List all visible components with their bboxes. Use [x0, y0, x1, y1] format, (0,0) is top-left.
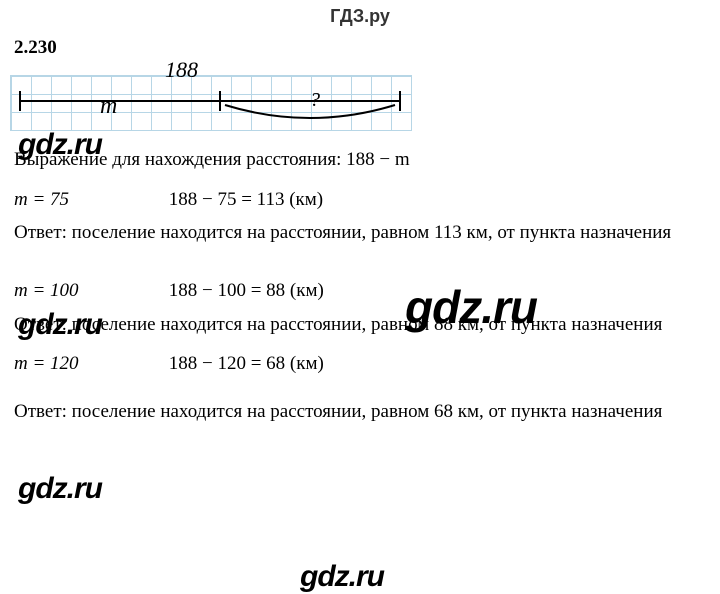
site-header: ГДЗ.ру [0, 0, 720, 27]
expression: 188 − m [346, 149, 410, 170]
case-2-answer: Ответ: поселение находится на расстоянии… [14, 312, 700, 338]
case-2-line: m = 100 188 − 100 = 88 (км) [14, 278, 700, 304]
watermark: gdz.ru [300, 560, 384, 594]
case-1-answer: Ответ: поселение находится на расстоянии… [14, 220, 700, 246]
case-3-calc: 188 − 120 = 68 (км) [169, 351, 324, 377]
diagram-svg [10, 61, 410, 133]
case-2-calc: 188 − 100 = 88 (км) [169, 278, 324, 304]
watermark: gdz.ru [18, 472, 102, 506]
expression-label: Выражение для нахождения расстояния: [14, 149, 346, 170]
diagram-question-label: ? [310, 89, 320, 112]
case-3-answer: Ответ: поселение находится на расстоянии… [14, 399, 700, 425]
segment-diagram: 188 m ? [10, 61, 410, 133]
diagram-m-label: m [100, 93, 117, 120]
case-3-line: m = 120 188 − 120 = 68 (км) [14, 351, 700, 377]
solution-content: Выражение для нахождения расстояния: 188… [14, 147, 700, 424]
case-3-m: m = 120 [14, 353, 79, 374]
expression-line: Выражение для нахождения расстояния: 188… [14, 147, 700, 173]
problem-number: 2.230 [14, 37, 720, 59]
case-1-calc: 188 − 75 = 113 (км) [169, 187, 323, 213]
site-title: ГДЗ.ру [330, 6, 390, 26]
case-1-m: m = 75 [14, 189, 69, 210]
case-1-line: m = 75 188 − 75 = 113 (км) [14, 187, 700, 213]
diagram-total-label: 188 [165, 57, 198, 83]
case-2-m: m = 100 [14, 280, 79, 301]
